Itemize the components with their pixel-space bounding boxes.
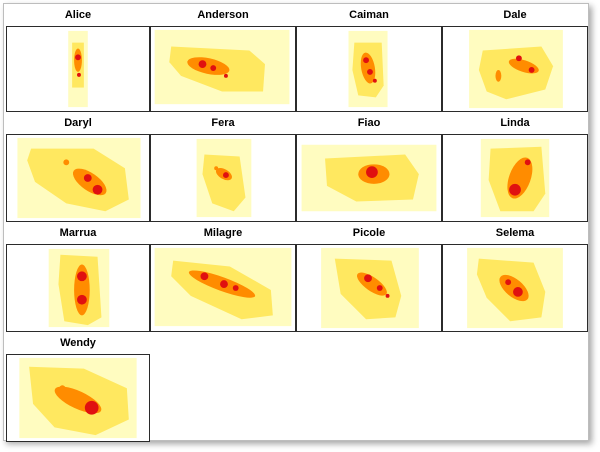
density-heatmap [301,144,437,212]
density-inner [495,69,502,82]
heatmap-panel [442,26,588,112]
density-heatmap [19,357,137,439]
panel-title: Fiao [357,117,381,129]
density-core [509,183,521,196]
density-core [200,272,209,281]
panel-title: Linda [500,117,530,129]
panel-title: Marrua [59,227,97,239]
density-core [223,73,228,78]
density-core [83,174,92,182]
density-heatmap [321,247,419,329]
density-core [232,285,239,291]
heatmap-panel [6,244,150,332]
density-core [363,57,369,64]
density-core [513,287,523,297]
density-heatmap [348,30,388,108]
heatmap-panel [442,134,588,222]
density-inner [187,57,230,75]
density-core [505,279,512,286]
panel-cell-fera: Fera [150,112,296,222]
heatmap-panel [442,244,588,332]
panel-cell-alice: Alice [6,4,150,112]
density-inner [74,48,82,72]
panel-cell-caiman: Caiman [296,4,442,112]
panel-cell-wendy: Wendy [6,332,150,442]
heatmap-panel [150,244,296,332]
panel-title: Picole [352,227,386,239]
density-core [366,166,378,178]
heatmap-panel [6,134,150,222]
panel-cell-picole: Picole [296,222,442,332]
density-heatmap [48,248,110,328]
density-core [376,285,383,291]
density-core [92,184,103,195]
density-heatmap [196,138,252,218]
panel-cell-milagre: Milagre [150,222,296,332]
panel-title: Milagre [203,227,243,239]
density-core [364,274,372,283]
panel-title: Fera [211,117,235,129]
panel-grid-frame: Alice Anderson Caiman [3,3,589,442]
density-inner [214,166,219,171]
density-core [77,72,81,77]
panel-cell-anderson: Anderson [150,4,296,112]
density-core [528,67,535,73]
density-core [385,293,390,298]
density-heatmap [68,30,88,108]
density-core [84,400,99,415]
density-middle [478,46,554,100]
heatmap-panel [6,354,150,442]
density-core [198,60,207,69]
density-core [210,65,217,71]
heatmap-panel [150,134,296,222]
density-heatmap [17,137,141,219]
density-core [524,159,531,166]
panel-cell-selema: Selema [442,222,588,332]
density-heatmap [467,247,563,329]
panel-title: Dale [503,9,527,21]
panel-title: Alice [64,9,92,21]
panel-title: Daryl [64,117,92,129]
density-core [372,78,377,83]
panel-cell-daryl: Daryl [6,112,150,222]
panel-cell-linda: Linda [442,112,588,222]
density-core [223,172,229,178]
heatmap-panel [296,26,442,112]
density-core [515,55,522,62]
panel-title: Anderson [197,9,249,21]
panel-title: Selema [495,227,535,239]
density-heatmap [469,29,563,109]
panel-cell-fiao: Fiao [296,112,442,222]
panel-title: Wendy [60,337,96,349]
panel-title: Caiman [349,9,389,21]
density-middle [202,154,246,212]
density-heatmap [480,138,550,218]
heatmap-panel [296,134,442,222]
heatmap-panel [6,26,150,112]
density-core [77,271,87,282]
heatmap-panel [150,26,296,112]
density-heatmap [154,29,290,105]
heatmap-panel [296,244,442,332]
panel-cell-dale: Dale [442,4,588,112]
density-inner [59,385,66,392]
density-core [220,280,228,288]
density-core [77,294,87,305]
density-inner [63,159,70,166]
density-heatmap [154,247,292,327]
panel-cell-marrua: Marrua [6,222,150,332]
density-core [75,54,81,61]
density-core [367,69,373,75]
